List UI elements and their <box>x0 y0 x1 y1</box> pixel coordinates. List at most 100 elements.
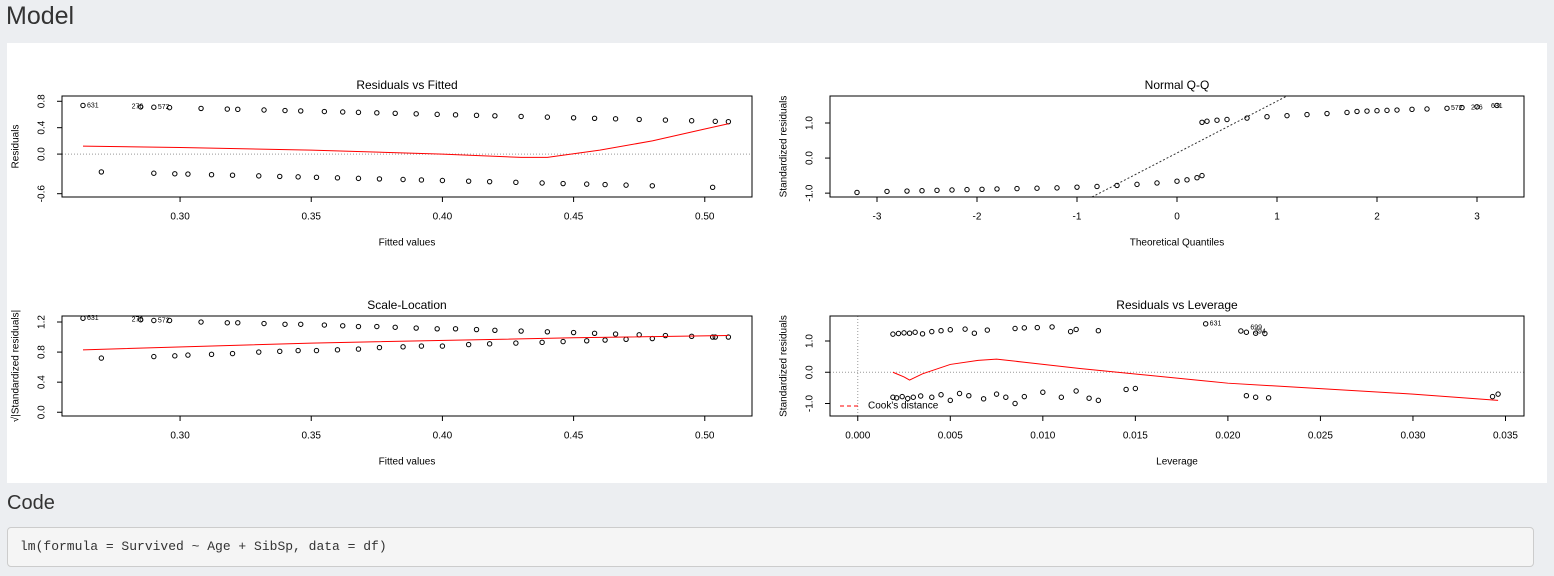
point <box>712 334 718 340</box>
point <box>261 107 267 113</box>
point <box>434 111 440 118</box>
point <box>486 178 493 185</box>
y-axis-label: √|Standardized residuals| <box>10 310 22 422</box>
y-axis-label: Standardized residuals <box>779 96 790 198</box>
x-tick-label: 0.025 <box>1308 431 1333 442</box>
point <box>1194 175 1200 181</box>
point <box>912 329 918 335</box>
point <box>185 352 191 358</box>
point <box>374 323 380 330</box>
point <box>1214 117 1220 123</box>
y-tick-label: 1.2 <box>37 315 48 329</box>
point <box>544 329 551 335</box>
point <box>1021 393 1028 400</box>
point <box>1114 182 1120 189</box>
point-label: 572 <box>158 104 170 111</box>
point <box>400 344 406 350</box>
plot-panel <box>7 43 1547 483</box>
smooth-line <box>892 358 1499 401</box>
point <box>905 395 911 402</box>
point <box>884 188 890 195</box>
point <box>151 353 157 360</box>
point <box>1040 389 1046 395</box>
point <box>1034 185 1040 191</box>
point <box>224 320 230 326</box>
point <box>1374 108 1380 114</box>
point <box>947 397 953 404</box>
point <box>994 186 1000 192</box>
point <box>198 319 204 325</box>
point <box>602 337 608 343</box>
point <box>917 393 924 399</box>
point <box>376 176 383 182</box>
point <box>518 113 524 120</box>
point <box>282 321 288 327</box>
point <box>98 355 105 361</box>
point <box>376 344 383 351</box>
legend-label: Cook's distance <box>868 401 939 412</box>
y-tick-label: 1.0 <box>805 334 816 348</box>
point <box>1354 108 1360 115</box>
x-tick-label: 0.030 <box>1400 431 1425 442</box>
point <box>282 107 288 114</box>
point <box>962 326 968 332</box>
x-tick-label: 3 <box>1474 212 1480 223</box>
point <box>709 334 716 340</box>
point <box>1184 177 1190 183</box>
point <box>1489 393 1496 400</box>
point <box>224 106 230 112</box>
point <box>1012 325 1018 332</box>
point <box>956 390 963 397</box>
point <box>1014 185 1020 192</box>
point <box>80 316 86 321</box>
point-label: 276 <box>132 317 144 324</box>
point <box>392 324 398 330</box>
point <box>895 330 902 337</box>
point <box>418 343 425 349</box>
point <box>166 317 173 324</box>
point <box>1238 328 1244 334</box>
point <box>570 115 577 121</box>
point <box>1174 178 1180 184</box>
point <box>334 347 341 353</box>
point-label: 631 <box>87 315 99 322</box>
plot-frame <box>829 95 1525 198</box>
point <box>1199 119 1205 126</box>
point <box>919 187 925 194</box>
section-title: Model <box>6 2 75 30</box>
y-tick-label: 0.0 <box>805 151 816 165</box>
x-tick-label: 0.010 <box>1030 431 1055 442</box>
point <box>906 330 913 336</box>
point <box>298 108 304 114</box>
point <box>938 327 944 334</box>
point <box>1132 385 1139 392</box>
point <box>392 110 398 116</box>
point <box>979 186 985 192</box>
point <box>570 329 577 336</box>
point <box>1284 112 1290 119</box>
point <box>1049 324 1055 330</box>
point <box>904 188 910 194</box>
point <box>623 336 629 343</box>
point <box>513 340 519 346</box>
y-tick-label: 0.8 <box>37 345 48 359</box>
y-tick-label: 0.0 <box>37 405 48 419</box>
point <box>984 327 991 333</box>
y-tick-label: -0.6 <box>37 185 48 203</box>
point <box>1095 397 1102 404</box>
point <box>993 391 1000 397</box>
point <box>151 170 157 176</box>
point <box>1494 102 1500 109</box>
point <box>374 110 380 116</box>
point <box>1243 329 1250 335</box>
point-label: 631 <box>87 102 99 109</box>
x-axis-label: Theoretical Quantiles <box>1130 238 1225 249</box>
point <box>964 186 970 193</box>
x-tick-label: 0.30 <box>170 212 190 223</box>
point <box>1021 325 1028 331</box>
point <box>208 171 215 178</box>
y-tick-label: 0.0 <box>805 365 816 379</box>
point <box>465 178 472 184</box>
point <box>1054 185 1060 191</box>
